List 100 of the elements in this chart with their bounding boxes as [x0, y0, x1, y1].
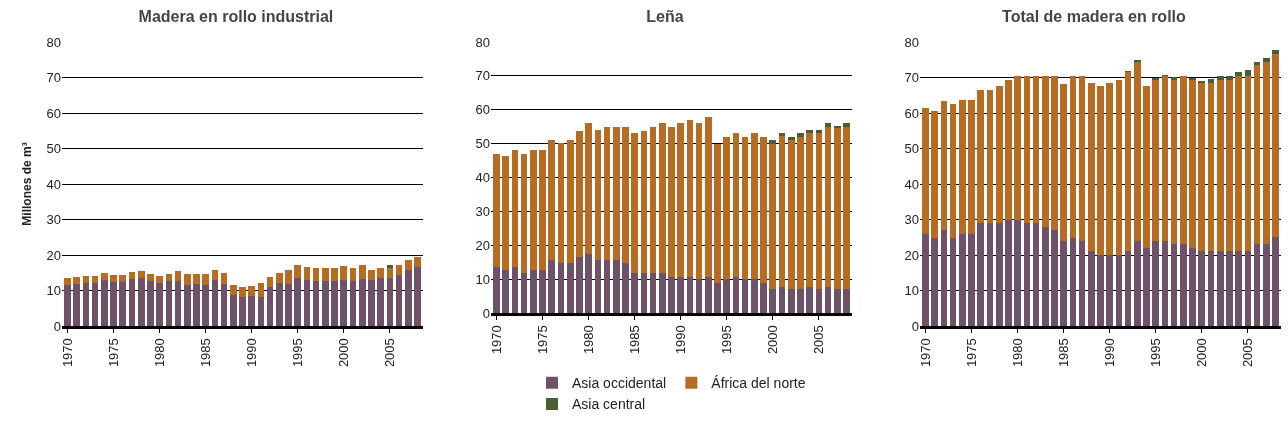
y-tick-label: 60: [475, 102, 490, 118]
bar: [705, 276, 712, 313]
bar: [797, 137, 804, 289]
bar: [1198, 80, 1206, 83]
bar: [714, 143, 721, 284]
x-tick-label: 1995: [1147, 338, 1163, 368]
bar: [977, 90, 985, 224]
bar: [1253, 244, 1261, 326]
bar: [368, 280, 375, 326]
bar: [539, 270, 546, 313]
bar: [1014, 75, 1021, 220]
bar: [1244, 69, 1252, 76]
bar: [1253, 62, 1261, 66]
bar: [1143, 247, 1150, 326]
bar: [82, 276, 90, 284]
x-tick-label: 1970: [917, 338, 933, 368]
bar: [101, 273, 108, 281]
bar: [1226, 251, 1233, 326]
bar: [778, 133, 786, 137]
bar: [331, 267, 338, 281]
bar: [1161, 240, 1169, 326]
y-tick-label: 40: [904, 176, 919, 192]
bar: [931, 237, 939, 326]
bar: [612, 127, 620, 261]
bar: [312, 267, 320, 281]
x-tick-label: 2005: [811, 325, 827, 355]
bar: [1134, 62, 1141, 241]
bar: [1087, 251, 1095, 326]
chart-title: Total de madera en rollo: [1002, 7, 1187, 25]
bar: [631, 272, 638, 313]
x-tick-label: 2000: [336, 338, 352, 368]
bar: [778, 136, 786, 287]
bar: [1014, 219, 1021, 326]
bar: [815, 133, 823, 289]
bar: [968, 233, 975, 326]
bar: [723, 279, 731, 313]
y-tick-label: 30: [904, 212, 919, 228]
bar: [340, 280, 348, 326]
bar: [395, 275, 403, 326]
bar: [1041, 75, 1049, 227]
bar: [1060, 83, 1067, 241]
bar: [843, 126, 850, 290]
bar: [769, 143, 777, 289]
x-tick-label: 1970: [59, 338, 75, 368]
bar: [404, 269, 412, 326]
bar: [603, 127, 611, 261]
bar: [64, 285, 71, 326]
bar: [1069, 75, 1077, 238]
bar: [368, 269, 375, 281]
x-tick-label: 1975: [963, 338, 979, 368]
bar: [1262, 244, 1270, 326]
bar: [686, 119, 694, 277]
bar: [1078, 75, 1086, 241]
bar: [714, 283, 721, 313]
bar: [1235, 251, 1242, 326]
bar: [806, 286, 813, 313]
x-tick-label: 1990: [243, 338, 259, 368]
bar: [1023, 223, 1031, 326]
y-tick-label: 80: [475, 34, 490, 50]
bar: [1041, 226, 1049, 326]
bar: [995, 86, 1003, 224]
x-tick-label: 1995: [718, 325, 734, 355]
bar: [1216, 75, 1224, 80]
bar: [787, 139, 795, 289]
y-tick-label: 30: [46, 212, 61, 228]
x-tick-label: 2005: [382, 338, 398, 368]
bar: [404, 259, 412, 270]
bar: [377, 278, 384, 326]
x-tick-label: 2005: [1240, 338, 1256, 368]
bar: [585, 254, 592, 313]
bar: [1244, 75, 1252, 252]
bar: [640, 272, 648, 313]
bar: [520, 272, 528, 313]
y-tick-label: 30: [475, 203, 490, 219]
x-tick-label: 1990: [672, 325, 688, 355]
bar: [358, 279, 366, 326]
bar: [183, 274, 191, 285]
bar: [787, 137, 795, 140]
bar: [1005, 219, 1012, 326]
bar: [995, 223, 1003, 326]
bar: [1005, 79, 1012, 220]
bar: [520, 153, 528, 273]
bar: [266, 286, 274, 326]
y-tick-label: 20: [475, 237, 490, 253]
bar: [312, 280, 320, 326]
x-tick-label: 1975: [534, 325, 550, 355]
bar: [239, 286, 246, 298]
bar: [1032, 75, 1040, 224]
bar: [386, 268, 394, 279]
y-tick-label: 70: [904, 70, 919, 86]
bar: [276, 283, 283, 326]
bar: [769, 288, 777, 313]
bar: [760, 137, 767, 284]
bar: [229, 295, 237, 326]
bar: [649, 127, 657, 273]
bar: [612, 260, 620, 313]
bar: [806, 133, 813, 287]
x-tick-label: 1990: [1101, 338, 1117, 368]
bar: [1189, 247, 1196, 326]
bar: [322, 280, 329, 326]
